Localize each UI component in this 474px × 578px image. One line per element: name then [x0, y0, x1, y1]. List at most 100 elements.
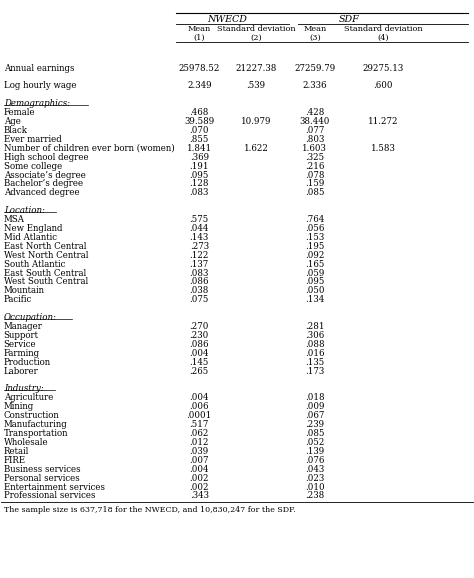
Text: .764: .764 [305, 215, 324, 224]
Text: .306: .306 [305, 331, 324, 340]
Text: .428: .428 [305, 108, 324, 117]
Text: .077: .077 [305, 126, 324, 135]
Text: .539: .539 [246, 81, 265, 90]
Text: .086: .086 [190, 277, 209, 287]
Text: .006: .006 [190, 402, 209, 412]
Text: Log hourly wage: Log hourly wage [4, 81, 76, 90]
Text: .056: .056 [305, 224, 324, 233]
Text: Manufacturing: Manufacturing [4, 420, 67, 429]
Text: .325: .325 [305, 153, 324, 162]
Text: .173: .173 [305, 366, 324, 376]
Text: .468: .468 [190, 108, 209, 117]
Text: Black: Black [4, 126, 28, 135]
Text: Occupation:: Occupation: [4, 313, 56, 322]
Text: .092: .092 [305, 251, 324, 260]
Text: Service: Service [4, 340, 36, 349]
Text: Some college: Some college [4, 162, 62, 171]
Text: .238: .238 [305, 491, 324, 501]
Text: MSA: MSA [4, 215, 25, 224]
Text: Number of children ever born (women): Number of children ever born (women) [4, 144, 174, 153]
Text: Associate’s degree: Associate’s degree [4, 171, 86, 180]
Text: .012: .012 [190, 438, 209, 447]
Text: 29275.13: 29275.13 [363, 64, 404, 72]
Text: .273: .273 [190, 242, 209, 251]
Text: .052: .052 [305, 438, 324, 447]
Text: .230: .230 [190, 331, 209, 340]
Text: .216: .216 [305, 162, 324, 171]
Text: .137: .137 [190, 260, 209, 269]
Text: .086: .086 [190, 340, 209, 349]
Text: Annual earnings: Annual earnings [4, 64, 74, 72]
Text: .128: .128 [190, 179, 209, 188]
Text: .010: .010 [305, 483, 325, 491]
Text: Mean
(3): Mean (3) [303, 25, 327, 42]
Text: .085: .085 [305, 188, 325, 197]
Text: .002: .002 [190, 483, 209, 491]
Text: .076: .076 [305, 456, 324, 465]
Text: .191: .191 [190, 162, 209, 171]
Text: .044: .044 [190, 224, 209, 233]
Text: 11.272: 11.272 [368, 117, 398, 126]
Text: .145: .145 [190, 358, 209, 366]
Text: .095: .095 [190, 171, 209, 180]
Text: Professional services: Professional services [4, 491, 95, 501]
Text: .070: .070 [190, 126, 209, 135]
Text: Bachelor’s degree: Bachelor’s degree [4, 179, 83, 188]
Text: Pacific: Pacific [4, 295, 32, 305]
Text: .088: .088 [305, 340, 325, 349]
Text: .265: .265 [190, 366, 209, 376]
Text: Standard deviation
(2): Standard deviation (2) [217, 25, 295, 42]
Text: Ever married: Ever married [4, 135, 62, 144]
Text: Retail: Retail [4, 447, 29, 456]
Text: 1.841: 1.841 [187, 144, 212, 153]
Text: 1.583: 1.583 [371, 144, 395, 153]
Text: .002: .002 [190, 473, 209, 483]
Text: Age: Age [4, 117, 21, 126]
Text: 38.440: 38.440 [300, 117, 330, 126]
Text: Industry:: Industry: [4, 384, 43, 394]
Text: Demographics:: Demographics: [4, 99, 70, 108]
Text: Female: Female [4, 108, 36, 117]
Text: .023: .023 [305, 473, 324, 483]
Text: .153: .153 [305, 233, 324, 242]
Text: Entertainment services: Entertainment services [4, 483, 105, 491]
Text: Production: Production [4, 358, 51, 366]
Text: West South Central: West South Central [4, 277, 88, 287]
Text: 27259.79: 27259.79 [294, 64, 336, 72]
Text: .085: .085 [305, 429, 325, 438]
Text: .059: .059 [305, 269, 324, 277]
Text: Laborer: Laborer [4, 366, 38, 376]
Text: .517: .517 [190, 420, 209, 429]
Text: Mid Atlantic: Mid Atlantic [4, 233, 57, 242]
Text: .165: .165 [305, 260, 324, 269]
Text: .159: .159 [305, 179, 324, 188]
Text: .600: .600 [374, 81, 393, 90]
Text: 2.349: 2.349 [187, 81, 211, 90]
Text: FIRE: FIRE [4, 456, 26, 465]
Text: .016: .016 [305, 349, 325, 358]
Text: .007: .007 [190, 456, 209, 465]
Text: .0001: .0001 [187, 411, 212, 420]
Text: .050: .050 [305, 287, 325, 295]
Text: .343: .343 [190, 491, 209, 501]
Text: .004: .004 [190, 394, 209, 402]
Text: .078: .078 [305, 171, 325, 180]
Text: Standard deviation
(4): Standard deviation (4) [344, 25, 422, 42]
Text: 1.622: 1.622 [244, 144, 268, 153]
Text: East South Central: East South Central [4, 269, 86, 277]
Text: .004: .004 [190, 349, 209, 358]
Text: .004: .004 [190, 465, 209, 474]
Text: South Atlantic: South Atlantic [4, 260, 65, 269]
Text: .281: .281 [305, 322, 325, 331]
Text: .855: .855 [190, 135, 209, 144]
Text: Farming: Farming [4, 349, 40, 358]
Text: SDF: SDF [338, 14, 359, 24]
Text: Business services: Business services [4, 465, 81, 474]
Text: .018: .018 [305, 394, 325, 402]
Text: .239: .239 [305, 420, 324, 429]
Text: East North Central: East North Central [4, 242, 86, 251]
Text: Mean
(1): Mean (1) [188, 25, 211, 42]
Text: The sample size is 637,718 for the NWECD, and 10,830,247 for the SDF.: The sample size is 637,718 for the NWECD… [4, 506, 295, 514]
Text: .062: .062 [190, 429, 209, 438]
Text: Mountain: Mountain [4, 287, 45, 295]
